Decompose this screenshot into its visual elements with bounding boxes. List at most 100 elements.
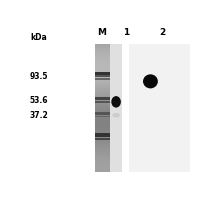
- Bar: [95, 156, 110, 157]
- Bar: [95, 148, 110, 149]
- Bar: [95, 112, 110, 115]
- Bar: [95, 117, 110, 119]
- Bar: [95, 133, 110, 135]
- Bar: [95, 45, 110, 47]
- Bar: [95, 52, 110, 53]
- Bar: [95, 138, 110, 140]
- Bar: [95, 88, 110, 90]
- Bar: [95, 106, 110, 108]
- Bar: [95, 77, 110, 79]
- Ellipse shape: [143, 74, 158, 88]
- Bar: [95, 72, 110, 74]
- Bar: [95, 111, 110, 112]
- Bar: [95, 53, 110, 55]
- Bar: [95, 76, 110, 77]
- Bar: [95, 58, 110, 60]
- Bar: [95, 108, 110, 109]
- Bar: [95, 114, 110, 116]
- Bar: [95, 56, 110, 58]
- Bar: [95, 85, 110, 87]
- Bar: [95, 64, 110, 66]
- Bar: [95, 82, 110, 84]
- Bar: [95, 125, 110, 127]
- Bar: [95, 136, 110, 138]
- Bar: [95, 152, 110, 154]
- Bar: [95, 157, 110, 159]
- Bar: [95, 72, 110, 75]
- Bar: [95, 87, 110, 88]
- Bar: [95, 95, 110, 96]
- Bar: [95, 78, 110, 80]
- Bar: [95, 140, 110, 141]
- Bar: [95, 97, 110, 100]
- Bar: [95, 69, 110, 71]
- Bar: [95, 162, 110, 164]
- Bar: [95, 159, 110, 160]
- Bar: [95, 75, 110, 77]
- Bar: [95, 119, 110, 120]
- Bar: [95, 66, 110, 68]
- Bar: [95, 154, 110, 156]
- Bar: [95, 165, 110, 167]
- Bar: [95, 146, 110, 148]
- Bar: [95, 132, 110, 133]
- Bar: [95, 127, 110, 129]
- Bar: [95, 168, 110, 170]
- Bar: [95, 44, 110, 45]
- Bar: [95, 112, 110, 114]
- Bar: [95, 80, 110, 82]
- Bar: [95, 144, 110, 146]
- Bar: [129, 44, 190, 172]
- Bar: [95, 135, 110, 136]
- Text: 37.2: 37.2: [30, 111, 49, 120]
- Bar: [95, 130, 110, 132]
- Bar: [95, 103, 110, 104]
- Bar: [95, 93, 110, 95]
- Bar: [95, 116, 110, 117]
- Bar: [95, 143, 110, 144]
- Bar: [95, 50, 110, 52]
- Bar: [95, 84, 110, 85]
- Ellipse shape: [111, 96, 121, 108]
- Bar: [95, 167, 110, 168]
- Bar: [95, 92, 110, 93]
- Bar: [95, 61, 110, 63]
- Ellipse shape: [112, 113, 120, 118]
- Text: 2: 2: [160, 28, 166, 37]
- Bar: [95, 109, 110, 111]
- Bar: [95, 138, 110, 140]
- Bar: [95, 90, 110, 92]
- Text: M: M: [97, 28, 106, 37]
- Bar: [110, 44, 122, 172]
- Bar: [95, 149, 110, 151]
- Bar: [95, 170, 110, 172]
- Bar: [95, 48, 110, 50]
- Bar: [95, 151, 110, 152]
- Bar: [95, 100, 110, 101]
- Text: 53.6: 53.6: [30, 96, 48, 105]
- Bar: [95, 101, 110, 103]
- Bar: [95, 141, 110, 143]
- Bar: [95, 60, 110, 61]
- Bar: [95, 160, 110, 162]
- Bar: [95, 96, 110, 98]
- Bar: [95, 129, 110, 130]
- Bar: [95, 133, 110, 137]
- Text: 1: 1: [123, 28, 130, 37]
- Bar: [95, 63, 110, 64]
- Text: 93.5: 93.5: [30, 72, 48, 81]
- Bar: [95, 55, 110, 56]
- Bar: [95, 101, 110, 103]
- Bar: [95, 120, 110, 122]
- Bar: [95, 164, 110, 165]
- Bar: [95, 116, 110, 117]
- Bar: [95, 98, 110, 100]
- Bar: [95, 68, 110, 69]
- Bar: [95, 104, 110, 106]
- Text: kDa: kDa: [30, 33, 47, 42]
- Bar: [95, 74, 110, 76]
- Bar: [95, 122, 110, 124]
- Bar: [95, 71, 110, 72]
- Bar: [95, 79, 110, 80]
- Bar: [95, 47, 110, 48]
